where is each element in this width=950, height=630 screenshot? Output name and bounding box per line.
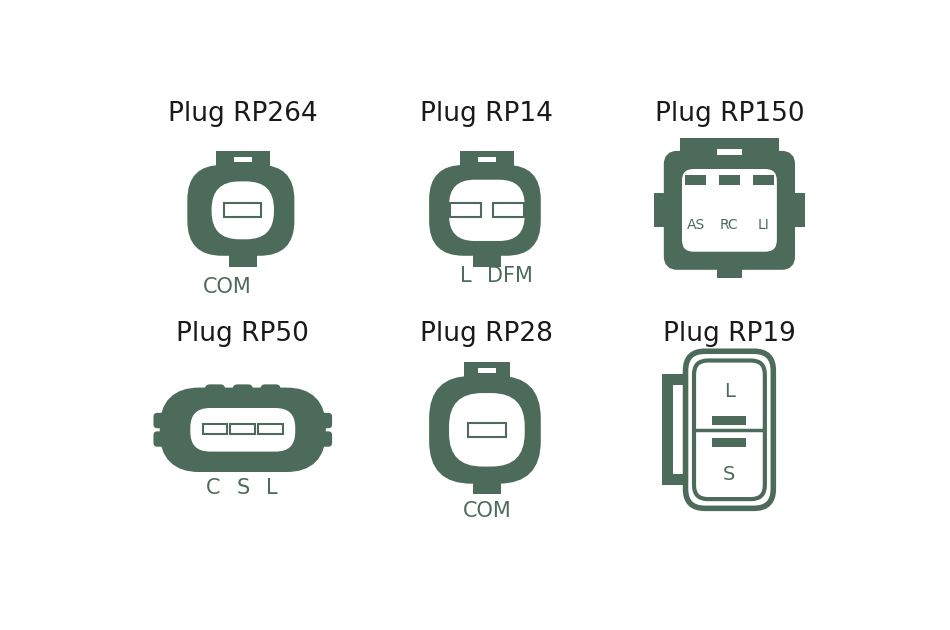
- Text: Plug RP264: Plug RP264: [168, 101, 317, 127]
- Bar: [752, 175, 774, 185]
- FancyBboxPatch shape: [233, 384, 253, 399]
- Text: Plug RP28: Plug RP28: [421, 321, 553, 347]
- Text: S: S: [723, 465, 735, 484]
- Bar: [224, 203, 261, 217]
- Bar: [712, 416, 747, 425]
- Bar: [450, 203, 481, 217]
- Bar: [229, 255, 256, 266]
- Bar: [662, 474, 687, 485]
- Bar: [216, 151, 270, 166]
- Bar: [460, 151, 514, 166]
- Text: Plug RP19: Plug RP19: [663, 321, 796, 347]
- Text: Plug RP14: Plug RP14: [421, 101, 553, 127]
- Text: RC: RC: [720, 218, 739, 232]
- Bar: [234, 151, 252, 162]
- FancyBboxPatch shape: [260, 384, 280, 399]
- FancyBboxPatch shape: [429, 165, 541, 256]
- Bar: [478, 362, 496, 368]
- Text: L: L: [266, 478, 277, 498]
- Bar: [231, 423, 256, 435]
- FancyBboxPatch shape: [429, 376, 541, 484]
- Text: LI: LI: [757, 218, 770, 232]
- Bar: [478, 362, 496, 373]
- Text: COM: COM: [203, 277, 252, 297]
- FancyBboxPatch shape: [187, 165, 294, 256]
- Bar: [679, 138, 779, 158]
- FancyBboxPatch shape: [210, 180, 276, 241]
- Bar: [717, 138, 742, 155]
- FancyBboxPatch shape: [447, 392, 526, 468]
- FancyBboxPatch shape: [154, 413, 170, 428]
- Bar: [464, 362, 510, 377]
- Text: COM: COM: [463, 501, 511, 520]
- Text: AS: AS: [687, 218, 705, 232]
- Bar: [473, 482, 501, 495]
- Bar: [493, 203, 523, 217]
- Bar: [654, 193, 671, 227]
- Bar: [473, 255, 501, 266]
- FancyBboxPatch shape: [670, 156, 789, 264]
- FancyBboxPatch shape: [447, 178, 526, 243]
- Text: C: C: [206, 478, 220, 498]
- Text: S: S: [237, 478, 250, 498]
- Text: Plug RP50: Plug RP50: [177, 321, 309, 347]
- FancyBboxPatch shape: [694, 360, 765, 499]
- Text: L: L: [724, 382, 735, 401]
- FancyBboxPatch shape: [168, 396, 317, 464]
- FancyBboxPatch shape: [315, 432, 332, 447]
- FancyBboxPatch shape: [189, 406, 297, 454]
- FancyBboxPatch shape: [205, 384, 225, 399]
- Bar: [478, 151, 496, 162]
- Bar: [788, 193, 805, 227]
- FancyBboxPatch shape: [686, 352, 773, 508]
- Bar: [467, 423, 506, 437]
- Bar: [717, 263, 742, 278]
- Bar: [685, 175, 707, 185]
- Bar: [478, 151, 496, 158]
- Bar: [718, 175, 740, 185]
- FancyBboxPatch shape: [154, 432, 170, 447]
- Text: DFM: DFM: [487, 266, 533, 286]
- Bar: [662, 374, 687, 385]
- Text: L: L: [460, 266, 471, 286]
- Bar: [258, 423, 283, 435]
- FancyBboxPatch shape: [315, 413, 332, 428]
- Bar: [202, 423, 227, 435]
- Bar: [662, 374, 674, 485]
- Bar: [234, 151, 252, 158]
- FancyBboxPatch shape: [680, 167, 779, 254]
- Text: Plug RP150: Plug RP150: [655, 101, 805, 127]
- Bar: [717, 138, 742, 149]
- Bar: [712, 437, 747, 447]
